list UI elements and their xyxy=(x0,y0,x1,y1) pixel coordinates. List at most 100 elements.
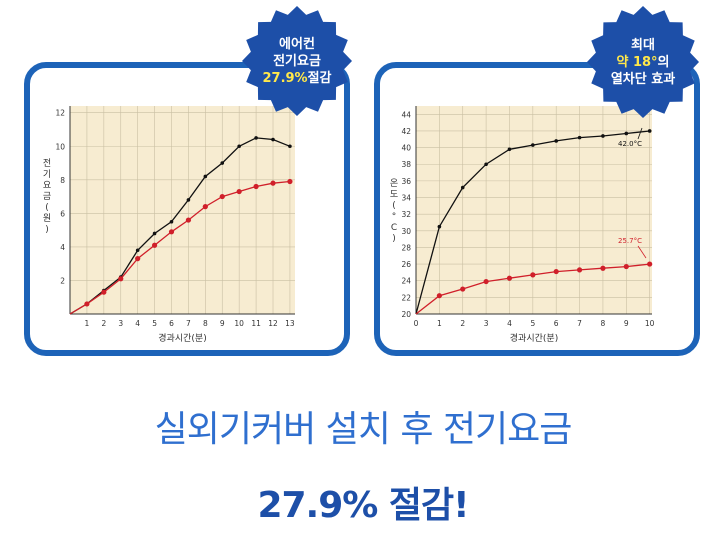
y-tick-label: 22 xyxy=(401,293,411,302)
badge-line-3-rest: 절감 xyxy=(307,70,332,86)
data-point xyxy=(576,267,583,273)
y-tick-label: 40 xyxy=(401,144,411,153)
data-point xyxy=(530,272,536,278)
x-tick-label: 10 xyxy=(645,319,655,328)
y-tick-label: 20 xyxy=(401,310,411,319)
x-tick-label: 6 xyxy=(554,319,559,328)
data-point xyxy=(169,219,174,224)
y-tick-label: 42 xyxy=(401,127,411,136)
badge-highlight: 약 18° xyxy=(616,54,658,70)
x-tick-label: 12 xyxy=(268,319,278,328)
data-point xyxy=(600,265,606,271)
data-point xyxy=(624,131,629,136)
data-point xyxy=(484,162,488,167)
data-point xyxy=(647,261,653,267)
y-axis-label: 전 기 요 금(원) xyxy=(43,158,51,235)
x-tick-label: 2 xyxy=(460,319,465,328)
x-tick-label: 3 xyxy=(118,319,123,328)
x-tick-label: 7 xyxy=(186,319,191,328)
chart-temperature: 0 1 2 3 4 5 6 7 8 9 1020222426283032343638404244경과… xyxy=(390,106,655,344)
data-point xyxy=(118,276,124,282)
data-point xyxy=(202,204,208,210)
x-tick-label: 9 xyxy=(624,319,629,328)
badge-line-2: 전기요금 xyxy=(273,53,321,69)
data-point xyxy=(288,144,292,149)
y-tick-label: 24 xyxy=(401,277,411,286)
data-point xyxy=(647,129,652,133)
badge-line-3: 열차단 효과 xyxy=(610,71,676,87)
y-axis-label: 온 도(° C) xyxy=(390,178,398,244)
data-point xyxy=(135,248,140,253)
data-point xyxy=(237,144,241,149)
badge-highlight: 27.9% xyxy=(262,70,308,86)
x-tick-label: 7 xyxy=(577,319,582,328)
x-tick-label: 0 xyxy=(414,319,419,328)
x-tick-label: 8 xyxy=(601,319,606,328)
plot-area xyxy=(70,106,295,314)
headline-main: 실외기커버 설치 후 전기요금 xyxy=(154,409,573,450)
data-point xyxy=(460,185,465,190)
data-point xyxy=(253,183,259,190)
badge-line-1: 에어컨 xyxy=(279,36,315,52)
series-line-2 xyxy=(69,180,290,315)
data-point xyxy=(185,217,192,223)
y-tick-label: 34 xyxy=(401,194,411,203)
data-point xyxy=(437,224,442,229)
data-point xyxy=(483,278,489,285)
annotation-arrow xyxy=(637,245,647,259)
data-point xyxy=(219,193,225,200)
x-tick-label: 1 xyxy=(437,319,442,328)
y-tick-label: 28 xyxy=(401,243,411,252)
data-point xyxy=(553,268,559,275)
badge-line-2: 약 18°의 xyxy=(616,54,669,71)
badge-heat-block: 최대 약 18°의 열차단 효과 xyxy=(584,6,702,118)
x-tick-label: 11 xyxy=(251,319,261,328)
x-tick-label: 9 xyxy=(220,319,225,328)
headline-saving: 27.9% 절감! xyxy=(257,485,469,526)
badge-line-3: 27.9%절감 xyxy=(262,70,331,87)
data-point xyxy=(577,135,582,140)
annotation-arrow xyxy=(637,127,643,140)
data-point xyxy=(152,231,157,236)
data-point xyxy=(101,289,107,295)
plot-area xyxy=(416,106,652,314)
data-point xyxy=(506,275,513,281)
x-tick-label: 2 xyxy=(101,319,106,328)
y-tick-label: 32 xyxy=(401,210,411,219)
data-point xyxy=(460,286,466,292)
x-tick-label: 3 xyxy=(484,319,489,328)
x-tick-label: 4 xyxy=(507,319,512,328)
badge-cost-saving: 에어컨 전기요금 27.9%절감 xyxy=(240,6,354,116)
y-tick-label: 38 xyxy=(401,160,411,169)
y-tick-label: 44 xyxy=(401,110,411,119)
data-point xyxy=(623,263,629,270)
x-tick-label: 1 xyxy=(85,319,90,328)
annotation-label: 25.7°C xyxy=(618,237,642,245)
badge-line-1: 최대 xyxy=(631,37,655,53)
data-point xyxy=(135,256,141,262)
y-tick-label: 2 xyxy=(60,276,65,285)
badge-line-2-rest: 의 xyxy=(657,54,670,70)
data-point xyxy=(168,229,175,235)
data-point xyxy=(507,147,512,152)
starburst-badge-shape xyxy=(587,6,699,118)
data-point xyxy=(531,143,535,147)
y-tick-label: 10 xyxy=(55,142,65,151)
data-point xyxy=(220,161,225,165)
y-tick-label: 26 xyxy=(401,260,411,269)
data-point xyxy=(436,293,442,299)
x-tick-label: 6 xyxy=(169,319,174,328)
data-point xyxy=(271,137,275,142)
data-point xyxy=(254,136,258,140)
data-point xyxy=(186,198,191,202)
x-tick-label: 8 xyxy=(203,319,208,328)
x-tick-label: 5 xyxy=(152,319,157,328)
starburst-badge-shape xyxy=(242,6,352,116)
data-point xyxy=(151,242,158,248)
x-axis-label: 경과시간(분) xyxy=(158,332,206,344)
data-point xyxy=(287,178,293,185)
data-point xyxy=(236,188,242,195)
data-point xyxy=(84,301,90,307)
data-point xyxy=(601,134,605,138)
